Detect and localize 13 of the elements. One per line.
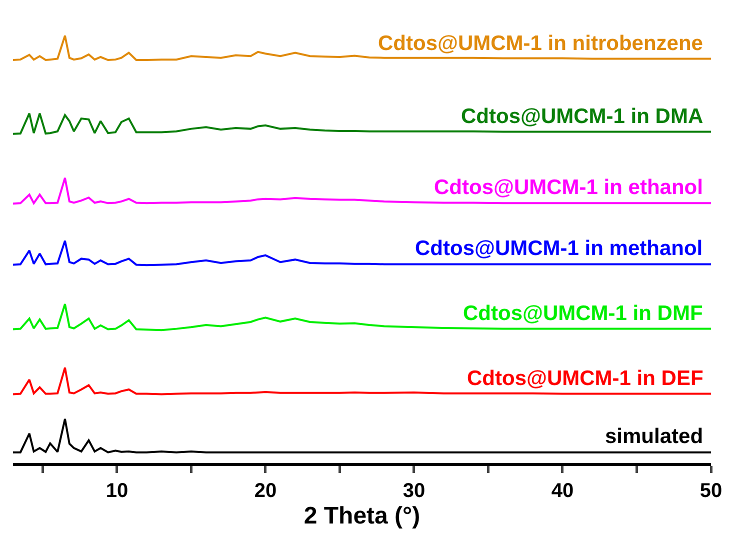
series-label: Cdtos@UMCM-1 in nitrobenzene <box>378 32 703 55</box>
x-axis-title: 2 Theta (°) <box>304 502 420 530</box>
x-tick-label: 10 <box>106 480 128 502</box>
x-tick-label: 50 <box>700 480 722 502</box>
x-tick-label: 30 <box>402 480 426 502</box>
series-label: Cdtos@UMCM-1 in methanol <box>415 237 703 260</box>
series-label: Cdtos@UMCM-1 in DMA <box>461 105 704 128</box>
x-tick-label: 40 <box>551 480 574 502</box>
series-label: Cdtos@UMCM-1 in DMF <box>463 302 703 325</box>
x-tick-label: 20 <box>254 480 277 502</box>
series-label: simulated <box>605 425 704 448</box>
series-label: Cdtos@UMCM-1 in DEF <box>467 367 704 390</box>
series-label: Cdtos@UMCM-1 in ethanol <box>434 176 703 199</box>
